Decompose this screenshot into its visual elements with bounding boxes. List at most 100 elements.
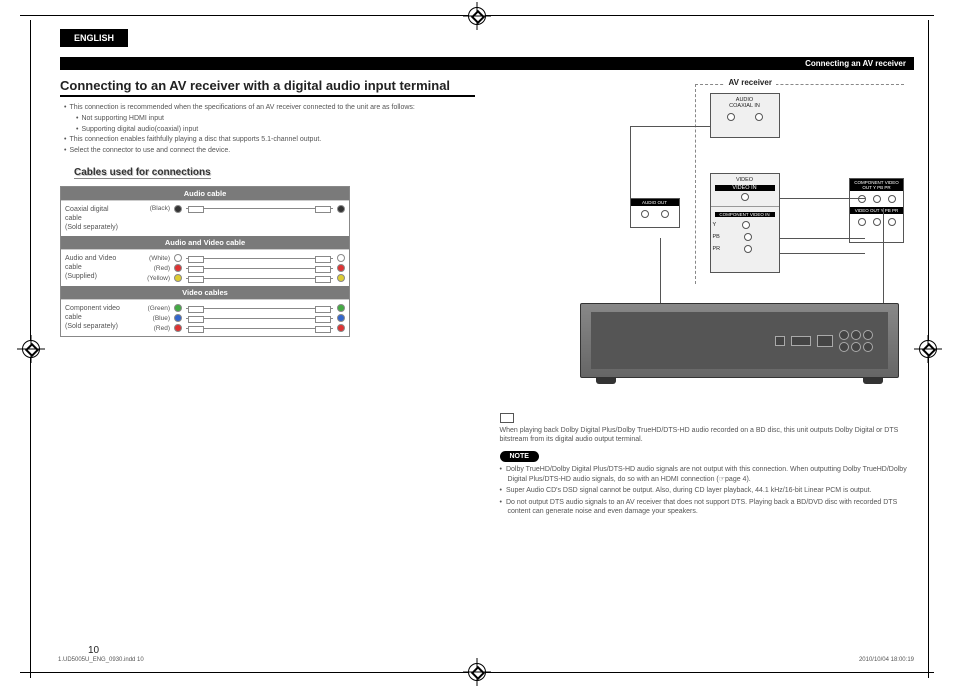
jack-icon [888, 195, 896, 203]
jack-icon [727, 113, 735, 121]
notes-section: When playing back Dolby Digital Plus/Dol… [500, 413, 915, 517]
panel-title: VIDEO [713, 177, 777, 183]
foot-icon [596, 377, 616, 384]
jack-label: PB [713, 234, 720, 240]
intro-line: Not supporting HDMI input [64, 114, 475, 124]
desc-line: cable [65, 215, 82, 222]
plug-label: (Green) [140, 305, 170, 312]
footer-filename: 1.UD5005U_ENG_0930.indd 10 [58, 657, 144, 663]
crop-mark [468, 7, 486, 25]
table-row: Component video cable (Sold separately) … [61, 299, 349, 336]
port-icon [817, 335, 833, 347]
jack-label: PR [713, 246, 721, 252]
port-grid [839, 330, 873, 352]
jack-icon [641, 210, 649, 218]
jack-icon [858, 218, 866, 226]
side-label: COMPONENT VIDEO OUT Y PB PR [850, 179, 903, 191]
crop-mark [919, 340, 937, 358]
jack-label: Y [713, 222, 717, 228]
plug-line: (White) [140, 254, 345, 262]
cable-wire-icon [186, 268, 333, 269]
port-icon [791, 336, 811, 346]
intro-line: Supporting digital audio(coaxial) input [64, 125, 475, 135]
cable-table: Audio cable Coaxial digital cable (Sold … [60, 186, 350, 337]
page-number: 10 [88, 645, 99, 656]
plug-label: (Red) [140, 265, 170, 272]
table-row: Coaxial digital cable (Sold separately) … [61, 200, 349, 236]
jack-icon [741, 193, 749, 201]
wire-line [630, 126, 710, 127]
intro-line: This connection enables faithfully playi… [64, 135, 475, 145]
wire-line [780, 253, 865, 254]
plug-line: (Black) [140, 205, 345, 213]
cable-wire-icon [186, 318, 333, 319]
note-badge: NOTE [500, 451, 539, 462]
plug-label: (Black) [140, 205, 170, 212]
note-item: Do not output DTS audio signals to an AV… [500, 498, 915, 517]
cable-desc: Coaxial digital cable (Sold separately) [61, 201, 136, 236]
rca-icon [174, 304, 182, 312]
desc-line: cable [65, 314, 82, 321]
player-back-panel [591, 312, 889, 369]
hand-icon [500, 413, 514, 423]
rca-icon [337, 304, 345, 312]
jack-icon [873, 218, 881, 226]
note-item: Dolby TrueHD/Dolby Digital Plus/DTS-HD a… [500, 465, 915, 484]
rca-icon [174, 254, 182, 262]
port-icon [775, 336, 785, 346]
hand-text: When playing back Dolby Digital Plus/Dol… [500, 426, 915, 445]
note-item: Super Audio CD's DSD signal cannot be ou… [500, 486, 915, 495]
jack-icon [873, 195, 881, 203]
intro-line: This connection is recommended when the … [64, 103, 475, 113]
cable-plugs: (White) (Red) (Yellow) [136, 250, 349, 286]
desc-line: (Supplied) [65, 273, 97, 280]
crop-mark [22, 340, 40, 358]
desc-line: Coaxial digital [65, 206, 109, 213]
side-label: AUDIO OUT [631, 199, 679, 206]
plug-line: (Yellow) [140, 274, 345, 282]
rca-icon [337, 264, 345, 272]
table-row: Audio and Video cable (Supplied) (White)… [61, 249, 349, 286]
plug-line: (Green) [140, 304, 345, 312]
rca-icon [174, 264, 182, 272]
rca-icon [174, 205, 182, 213]
jack-icon [858, 195, 866, 203]
cable-desc: Audio and Video cable (Supplied) [61, 250, 136, 286]
note-list: Dolby TrueHD/Dolby Digital Plus/DTS-HD a… [500, 465, 915, 516]
side-panel-right: COMPONENT VIDEO OUT Y PB PR VIDEO OUT Y … [849, 178, 904, 243]
cable-wire-icon [186, 208, 333, 209]
panel-section: COMPONENT VIDEO IN Y PB PR [711, 206, 779, 258]
desc-line: (Sold separately) [65, 224, 118, 231]
page-title: Connecting to an AV receiver with a digi… [60, 78, 475, 97]
panel-sub: VIDEO IN [715, 185, 775, 191]
av-panel-audio: AUDIO COAXIAL IN [710, 93, 780, 138]
plug-line: (Red) [140, 324, 345, 332]
cable-desc: Component video cable (Sold separately) [61, 300, 136, 336]
wire-line [883, 208, 884, 303]
plug-line: (Red) [140, 264, 345, 272]
language-tab: ENGLISH [60, 29, 128, 47]
rca-icon [337, 314, 345, 322]
connection-diagram: AV receiver AUDIO COAXIAL IN VIDEO VIDEO… [500, 78, 915, 398]
plug-label: (Blue) [140, 315, 170, 322]
section-bar: Connecting an AV receiver [60, 57, 914, 70]
wire-line [660, 238, 661, 303]
rca-icon [174, 274, 182, 282]
rca-icon [337, 274, 345, 282]
jack-icon [755, 113, 763, 121]
player-unit [580, 303, 900, 378]
page-header: ENGLISH Connecting an AV receiver [60, 28, 914, 70]
side-label: VIDEO OUT Y PB PR [850, 207, 903, 214]
right-column: AV receiver AUDIO COAXIAL IN VIDEO VIDEO… [500, 78, 915, 519]
plug-label: (Red) [140, 325, 170, 332]
rca-icon [174, 314, 182, 322]
wire-line [630, 126, 631, 198]
desc-line: (Sold separately) [65, 323, 118, 330]
jack-icon [661, 210, 669, 218]
panel-sub: COMPONENT VIDEO IN [715, 212, 775, 217]
table-header: Video cables [61, 286, 349, 299]
plug-line: (Blue) [140, 314, 345, 322]
wire-line [780, 198, 865, 199]
desc-line: Component video [65, 305, 120, 312]
table-header: Audio and Video cable [61, 236, 349, 249]
